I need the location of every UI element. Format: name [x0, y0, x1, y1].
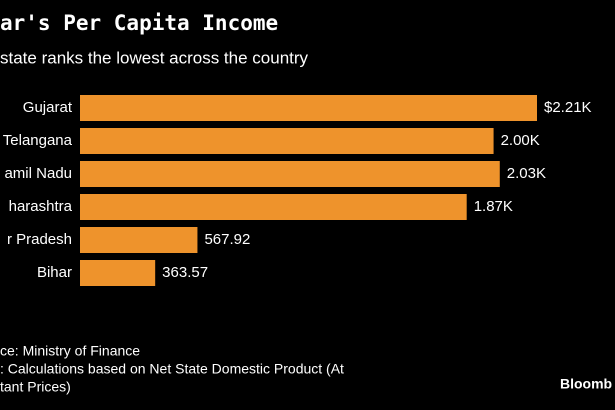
- category-label: harashtra: [9, 198, 73, 215]
- category-label: Telangana: [3, 132, 73, 149]
- chart-subtitle: state ranks the lowest across the countr…: [0, 48, 309, 67]
- bar: [80, 95, 537, 121]
- value-label: 2.00K: [501, 132, 540, 149]
- bar: [80, 128, 494, 154]
- value-label: 567.92: [204, 231, 250, 248]
- bar: [80, 194, 467, 220]
- category-label: Bihar: [37, 264, 72, 281]
- chart-title: ar's Per Capita Income: [0, 11, 278, 35]
- value-label: 1.87K: [474, 198, 513, 215]
- bar: [80, 260, 156, 286]
- category-label: r Pradesh: [7, 231, 72, 248]
- source-note: : Calculations based on Net State Domest…: [0, 361, 344, 377]
- value-label: 363.57: [162, 264, 208, 281]
- bar: [80, 161, 500, 187]
- source-note: tant Prices): [0, 379, 71, 395]
- value-label: 2.03K: [507, 165, 546, 182]
- value-label: $2.21K: [544, 99, 592, 116]
- category-label: Gujarat: [23, 99, 73, 116]
- bar: [80, 227, 198, 253]
- source-note: ce: Ministry of Finance: [0, 343, 140, 359]
- category-label: amil Nadu: [4, 165, 72, 182]
- brand: Bloomb: [560, 376, 612, 392]
